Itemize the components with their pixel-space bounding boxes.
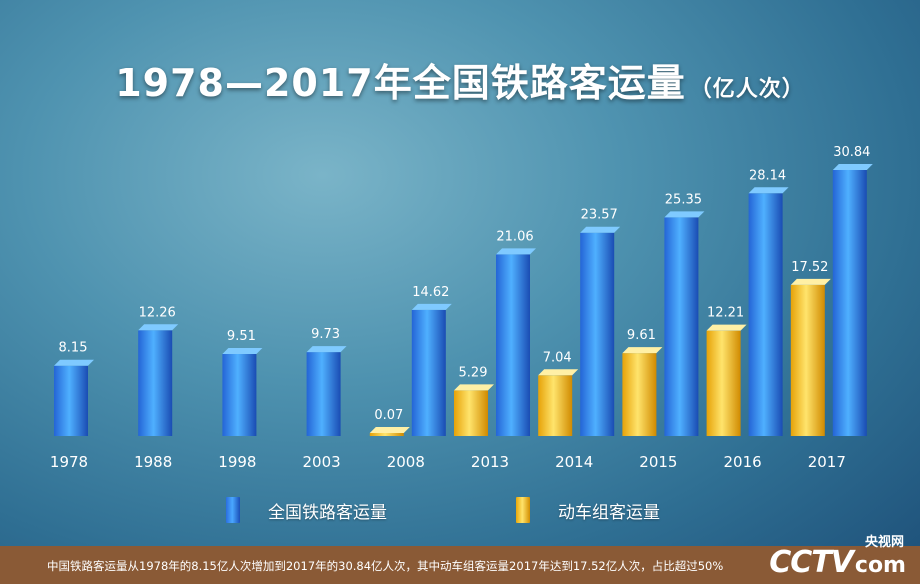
- bar-emu-2015: [622, 353, 657, 436]
- x-tick-label-1978: 1978: [50, 453, 88, 471]
- chart-unit: （亿人次）: [689, 77, 805, 102]
- bar-emu-2017: [790, 284, 825, 436]
- bar-emu-2013-top: [454, 384, 494, 391]
- cctv-logo: 央视网 CCTVcom: [769, 535, 906, 580]
- bar-total-2015-top: [664, 211, 705, 218]
- value-label-total-2017: 30.84: [833, 145, 870, 160]
- value-label-emu-2013: 5.29: [459, 365, 488, 380]
- value-label-total-1978: 8.15: [59, 341, 88, 356]
- bar-total-2003: [306, 352, 341, 436]
- legend-label-emu: 动车组客运量: [558, 502, 660, 523]
- bar-emu-2008: [369, 433, 404, 436]
- bar-total-2008-top: [411, 303, 452, 310]
- bar-total-2013: [496, 254, 530, 436]
- x-tick-label-2014: 2014: [555, 453, 593, 471]
- bar-emu-2014: [538, 375, 573, 436]
- bar-emu-2017-top: [790, 278, 831, 285]
- x-tick-label-2016: 2016: [724, 453, 762, 471]
- legend-swatch-gold: [516, 497, 530, 523]
- value-label-emu-2008: 0.07: [374, 408, 403, 423]
- bar-total-2016: [748, 193, 783, 436]
- value-label-emu-2015: 9.61: [627, 328, 656, 343]
- x-tick-label-2017: 2017: [808, 453, 846, 471]
- chart-title-text: 1978—2017年全国铁路客运量: [115, 61, 686, 105]
- legend-swatch-blue: [226, 497, 240, 523]
- bar-total-1978-top: [54, 359, 94, 366]
- legend-item-total: 全国铁路客运量: [226, 495, 387, 525]
- bar-emu-2014-top: [538, 369, 579, 376]
- value-label-emu-2016: 12.21: [707, 306, 744, 321]
- chart-title: 1978—2017年全国铁路客运量 （亿人次）: [0, 52, 920, 107]
- x-tick-label-2013: 2013: [471, 453, 509, 471]
- bar-total-2008: [411, 309, 446, 436]
- value-label-total-1998: 9.51: [227, 329, 256, 344]
- bar-emu-2016-top: [706, 324, 747, 331]
- bar-emu-2016: [706, 330, 741, 436]
- value-label-total-2014: 23.57: [581, 208, 618, 223]
- bar-total-2017: [832, 170, 867, 436]
- bar-total-2016-top: [748, 187, 789, 194]
- bar-total-1978: [54, 365, 88, 436]
- x-tick-label-2008: 2008: [387, 453, 425, 471]
- bar-total-2015: [664, 217, 699, 436]
- footer-note: 中国铁路客运量从1978年的8.15亿人次增加到2017年的30.84亿人次，其…: [47, 559, 724, 573]
- bar-total-2014: [580, 232, 615, 436]
- bar-total-2017-top: [832, 164, 873, 170]
- x-tick-label-2015: 2015: [639, 453, 677, 471]
- x-tick-label-2003: 2003: [303, 453, 341, 471]
- bar-total-2014-top: [580, 226, 621, 233]
- bar-total-2003-top: [306, 346, 347, 353]
- value-label-emu-2014: 7.04: [543, 350, 572, 365]
- value-label-total-2013: 21.06: [496, 229, 533, 244]
- logo-site-name: 央视网: [864, 535, 904, 550]
- value-label-total-1988: 12.26: [139, 305, 176, 320]
- bar-total-1998: [222, 353, 257, 436]
- value-label-total-2015: 25.35: [665, 192, 702, 207]
- bar-emu-2008-top: [369, 427, 410, 433]
- bar-total-1988-top: [138, 324, 179, 331]
- legend-item-emu: 动车组客运量: [516, 495, 660, 525]
- bar-total-1988: [138, 330, 173, 436]
- footer-bar: 中国铁路客运量从1978年的8.15亿人次增加到2017年的30.84亿人次，其…: [0, 535, 920, 584]
- bar-emu-2015-top: [622, 347, 663, 354]
- value-label-total-2003: 9.73: [311, 327, 340, 342]
- logo-text: CCTV: [769, 545, 854, 580]
- x-tick-label-1988: 1988: [134, 453, 172, 471]
- value-label-total-2016: 28.14: [749, 168, 786, 183]
- legend-label-total: 全国铁路客运量: [268, 502, 387, 523]
- x-tick-label-1998: 1998: [218, 453, 256, 471]
- value-label-total-2008: 14.62: [412, 285, 449, 300]
- bar-total-2013-top: [496, 248, 536, 255]
- bar-emu-2013: [454, 390, 488, 436]
- logo-suffix: com: [854, 553, 906, 578]
- bar-total-1998-top: [222, 347, 263, 354]
- value-label-emu-2017: 17.52: [791, 260, 828, 275]
